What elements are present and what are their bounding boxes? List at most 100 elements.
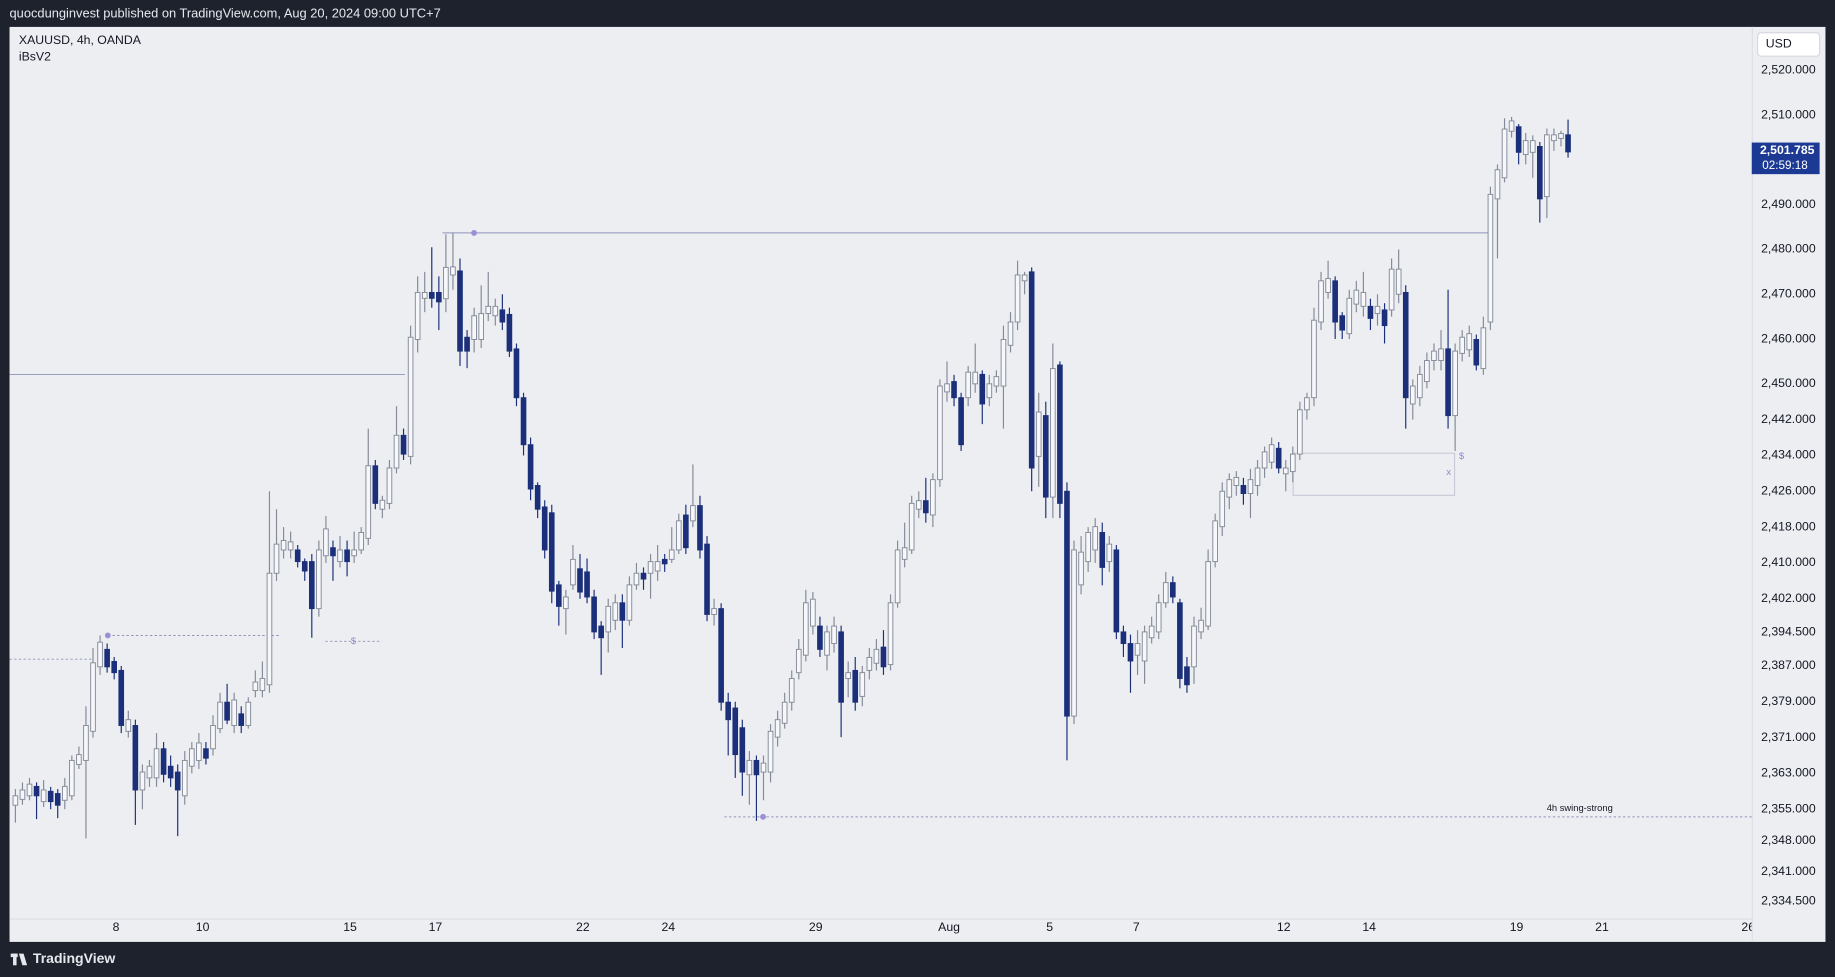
candle-body: [1360, 291, 1367, 307]
candle-body: [944, 383, 950, 393]
candle-body: [1544, 134, 1550, 198]
candle-body: [979, 373, 986, 405]
candle-body: [252, 681, 259, 692]
candle-body: [12, 795, 19, 806]
candle-body: [986, 383, 993, 399]
candle-body: [838, 631, 844, 703]
currency-box[interactable]: [1757, 32, 1821, 57]
level-point: [471, 229, 477, 236]
candle-body: [697, 505, 703, 551]
candle-body: [1452, 350, 1458, 417]
candle-body: [753, 759, 760, 776]
y-tick-label: 2,490.000: [1761, 197, 1816, 211]
candle-body: [280, 540, 287, 551]
candle-body: [1409, 385, 1416, 405]
y-tick-label: 2,410.000: [1761, 555, 1816, 569]
candle-body: [1113, 549, 1120, 633]
candle-body: [287, 541, 294, 551]
candle-body: [633, 572, 640, 586]
indicator-label: iBsV2: [19, 50, 51, 64]
candle-body: [393, 434, 400, 469]
candle-body: [372, 465, 379, 504]
candle-body: [358, 532, 365, 551]
candle-body: [1261, 451, 1268, 469]
symbol-label: XAUUSD, 4h, OANDA: [19, 33, 142, 47]
candle-body: [1092, 526, 1099, 551]
candle-body: [97, 641, 103, 668]
candle-body: [1162, 582, 1169, 604]
candle-body: [1099, 532, 1106, 568]
annotation: 4h swing-strong: [1547, 803, 1613, 813]
candle-body: [1395, 268, 1402, 295]
footer-text: TradingView: [33, 950, 115, 966]
candle-body: [803, 602, 809, 656]
candle-body: [457, 270, 463, 352]
candle-body: [1071, 549, 1077, 717]
annotation: $: [351, 636, 357, 646]
candle-body: [506, 313, 513, 352]
last-price-box: [1751, 142, 1820, 175]
candle-body: [1254, 467, 1261, 486]
candle-body: [259, 678, 266, 692]
y-tick-label: 2,363.000: [1761, 766, 1816, 780]
candle-body: [1184, 666, 1190, 686]
candle-body: [83, 725, 89, 761]
candle-body: [1318, 280, 1324, 323]
candle-body: [273, 543, 280, 574]
y-tick-label: 2,348.000: [1761, 833, 1816, 847]
candle-body: [1021, 274, 1028, 282]
candle-body: [464, 336, 470, 352]
candle-body: [824, 631, 830, 656]
candle-body: [534, 484, 541, 510]
candle-body: [471, 315, 477, 340]
chart-panel: [9, 26, 1826, 942]
currency-label[interactable]: USD: [1766, 37, 1792, 51]
candle-body: [1035, 411, 1042, 457]
candle-body: [1282, 467, 1289, 475]
candle-body: [1233, 476, 1240, 486]
candle-body: [1325, 278, 1331, 293]
x-tick-label: 29: [809, 920, 823, 934]
candle-body: [1155, 602, 1162, 633]
candle-body: [577, 568, 583, 593]
y-tick-label: 2,418.000: [1761, 519, 1816, 533]
candle-body: [725, 701, 732, 721]
candle-body: [400, 434, 407, 455]
candle-body: [54, 793, 61, 806]
candle-body: [160, 748, 167, 775]
candle-body: [1028, 271, 1035, 469]
candle-body: [26, 783, 33, 797]
y-tick-label: 2,520.000: [1761, 63, 1816, 77]
candle-body: [746, 759, 753, 776]
candle-body: [958, 397, 964, 446]
candle-body: [167, 765, 174, 779]
candle-body: [245, 701, 252, 726]
y-tick-label: 2,460.000: [1761, 331, 1816, 345]
candle-body: [873, 648, 880, 664]
candle-body: [1332, 280, 1338, 323]
candle-body: [224, 701, 230, 721]
candle-body: [294, 549, 301, 563]
candle-body: [450, 266, 456, 276]
candle-body: [1381, 309, 1388, 327]
candle-body: [69, 759, 75, 797]
candle-body: [1558, 133, 1564, 139]
candle-body: [605, 605, 612, 633]
x-tick-label: 21: [1595, 920, 1609, 934]
candle-body: [1466, 333, 1473, 351]
candle-body: [887, 602, 894, 666]
candle-body: [795, 648, 802, 674]
candle-body: [1177, 602, 1183, 679]
candle-body: [1085, 532, 1091, 563]
candle-body: [174, 771, 181, 791]
candle-body: [1247, 479, 1254, 494]
candle-body: [266, 572, 273, 686]
candle-body: [908, 502, 915, 551]
candle-body: [1226, 479, 1233, 498]
x-tick-label: 12: [1277, 920, 1291, 934]
candle-body: [732, 707, 739, 756]
x-axis: 8 10 15 17 22 24 29 Aug 5 7 12 14 19 21 26: [113, 920, 1752, 934]
candle-body: [1198, 619, 1204, 633]
candle-body: [492, 305, 499, 317]
candle-body: [337, 549, 343, 563]
